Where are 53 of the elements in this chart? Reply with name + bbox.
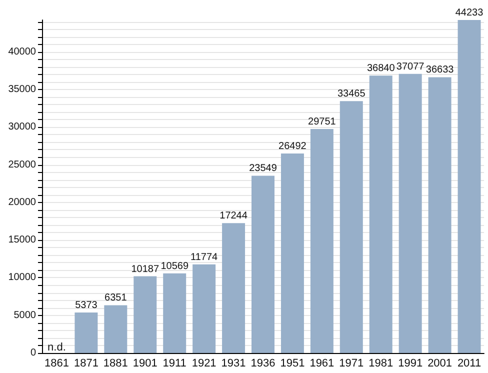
bar <box>222 223 246 353</box>
x-tick-label: 1911 <box>162 358 186 370</box>
y-tick-label: 35000 <box>8 84 36 96</box>
x-tick-label: 1936 <box>250 358 276 370</box>
x-tick-label: 2011 <box>457 358 482 370</box>
y-tick-label: 5000 <box>14 310 36 321</box>
bar <box>369 76 392 353</box>
x-tick-label: 1951 <box>280 358 305 370</box>
bar <box>252 176 274 353</box>
data-label: 44233 <box>455 8 484 18</box>
data-label: 11774 <box>190 252 218 263</box>
x-tick-label: 1931 <box>221 358 246 370</box>
data-label: 33465 <box>337 88 366 100</box>
bar <box>458 20 481 353</box>
x-tick-label: 1991 <box>398 358 423 370</box>
x-tick-label: 1901 <box>132 358 158 370</box>
bar <box>340 101 363 353</box>
x-tick-label: 1881 <box>103 358 128 370</box>
data-label: 10187 <box>131 264 160 275</box>
data-label: 36633 <box>426 64 454 76</box>
bar <box>428 77 452 353</box>
y-tick-label: 15000 <box>8 234 36 246</box>
data-label: 5373 <box>75 300 98 312</box>
bar <box>163 273 186 353</box>
x-tick-label: 1921 <box>192 358 216 370</box>
y-tick-label: 25000 <box>8 159 36 170</box>
y-tick-label: 10000 <box>8 272 36 284</box>
data-label: 23549 <box>249 163 278 174</box>
y-tick-label: 0 <box>30 348 36 358</box>
data-label: 17244 <box>220 210 248 222</box>
data-label: 37077 <box>396 61 425 72</box>
x-tick-label: 1961 <box>310 358 334 370</box>
bar <box>280 154 304 353</box>
bar <box>134 276 157 353</box>
data-label: 10569 <box>160 260 189 272</box>
text: n.d. <box>48 342 66 354</box>
data-label: 36840 <box>366 63 396 74</box>
x-tick-label: 1861 <box>44 358 69 370</box>
y-tick-label: 30000 <box>8 122 36 133</box>
x-tick-label: 1871 <box>74 358 98 370</box>
data-label: 29751 <box>308 116 336 128</box>
x-tick-label: 1981 <box>368 358 394 370</box>
bar <box>310 129 334 353</box>
bar <box>398 74 422 353</box>
bar <box>74 312 98 353</box>
data-label: 6351 <box>104 292 128 304</box>
y-tick-label: 20000 <box>8 196 36 208</box>
bar <box>104 305 128 353</box>
bar <box>192 264 216 353</box>
x-tick-label: 2001 <box>428 358 452 370</box>
y-tick-label: 40000 <box>8 46 36 58</box>
data-label: 26492 <box>278 141 307 152</box>
x-tick-label: 1971 <box>339 358 364 370</box>
